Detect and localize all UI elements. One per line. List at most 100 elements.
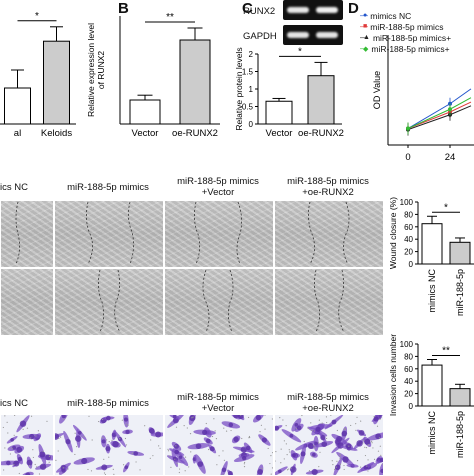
stained-cell-nucleus <box>125 429 130 434</box>
stained-cell-nucleus <box>148 428 155 434</box>
membrane-pore <box>208 448 210 451</box>
gapdh-band-1 <box>287 32 309 38</box>
membrane-pore <box>3 469 5 471</box>
membrane-pore <box>270 455 272 457</box>
chart-d: 0 24 OD Value <box>372 35 474 160</box>
y-tick-label: 20 <box>404 248 413 257</box>
membrane-pore <box>183 425 185 427</box>
series-line <box>407 88 472 129</box>
stained-cell-nucleus <box>315 426 321 432</box>
significance-label: * <box>298 46 302 57</box>
x-tick-label: oe-RUNX2 <box>298 128 344 139</box>
bar <box>129 99 161 125</box>
membrane-pore <box>261 468 263 470</box>
membrane-pore <box>13 434 15 436</box>
stained-cell-nucleus <box>237 415 244 420</box>
stained-cell-nucleus <box>13 460 20 467</box>
transwell-image-3 <box>164 414 274 476</box>
stained-cell-nucleus <box>255 415 262 421</box>
membrane-pore <box>311 456 314 458</box>
membrane-pore <box>62 467 64 469</box>
y-axis-label: Wound closure (%) <box>388 197 398 269</box>
x-tick-label: Keloids <box>41 128 72 139</box>
membrane-pore <box>188 466 190 468</box>
membrane-pore <box>280 448 282 450</box>
membrane-pore <box>243 463 245 465</box>
membrane-pore <box>37 430 39 432</box>
membrane-pore <box>331 460 333 462</box>
gapdh-blot-strip <box>283 25 343 45</box>
membrane-pore <box>48 461 50 463</box>
membrane-pore <box>55 459 57 461</box>
membrane-pore <box>348 445 350 447</box>
membrane-pore <box>307 427 309 430</box>
wound-title-2: miR-188-5p mimics <box>67 182 149 193</box>
stained-cell-nucleus <box>133 451 139 456</box>
membrane-pore <box>125 444 128 446</box>
membrane-pore <box>225 430 228 432</box>
stained-cell-nucleus <box>174 449 180 455</box>
y-tick-label: 60 <box>404 365 413 374</box>
membrane-pore <box>319 451 321 453</box>
stained-cell-nucleus <box>17 456 23 462</box>
x-tick-label: miR-188-5p <box>455 411 465 458</box>
stained-cell-nucleus <box>101 464 108 471</box>
y-tick-label: 0 <box>409 260 414 269</box>
legend-label: mimics NC <box>370 10 412 21</box>
stained-cell-nucleus <box>106 415 111 421</box>
membrane-pore <box>318 466 320 468</box>
membrane-pore <box>30 437 32 439</box>
membrane-pore <box>355 429 357 431</box>
membrane-pore <box>184 456 187 458</box>
membrane-pore <box>313 430 316 432</box>
membrane-pore <box>58 437 60 439</box>
stained-cell-nucleus <box>320 435 326 441</box>
legend-label: miR-188-5p mimics+ <box>371 43 450 54</box>
wound-edge-line <box>98 269 104 333</box>
stained-cell-nucleus <box>81 457 88 465</box>
membrane-pore <box>83 435 85 438</box>
legend-marker: — <box>360 33 368 42</box>
y-tick-label: 2 <box>249 50 254 59</box>
stained-cell-nucleus <box>331 419 337 425</box>
membrane-pore <box>367 444 369 446</box>
runx2-band-1 <box>287 7 309 13</box>
membrane-pore <box>152 455 154 457</box>
transwell-title-4: miR-188-5p mimics +oe-RUNX2 <box>287 392 369 414</box>
membrane-pore <box>271 467 273 469</box>
membrane-pore <box>122 464 125 466</box>
transwell-title-2: miR-188-5p mimics <box>67 398 149 409</box>
legend-marker-shape: ■ <box>363 23 368 30</box>
membrane-pore <box>339 453 341 456</box>
membrane-pore <box>35 435 37 437</box>
membrane-pore <box>244 461 246 464</box>
membrane-pore <box>282 419 284 421</box>
membrane-pore <box>213 418 215 420</box>
bar <box>43 40 70 125</box>
membrane-pore <box>350 424 352 427</box>
membrane-pore <box>46 420 48 422</box>
membrane-pore <box>283 440 285 442</box>
membrane-pore <box>22 428 24 430</box>
membrane-pore <box>308 470 311 472</box>
stained-cell-nucleus <box>195 443 202 450</box>
stained-cell-nucleus <box>174 443 179 449</box>
stained-cell-nucleus <box>105 446 111 452</box>
membrane-pore <box>42 450 44 453</box>
wound-edge-line <box>338 269 345 333</box>
membrane-pore <box>283 458 285 460</box>
stained-cell-nucleus <box>278 469 282 474</box>
membrane-pore <box>79 458 81 460</box>
chart-b: Vector oe-RUNX2 ** Relative expression leve… <box>86 12 220 139</box>
membrane-pore <box>48 455 51 457</box>
chart-c: 0 0.5 1 1.5 2 Vector oe-RUNX2 * Relative protein… <box>234 46 344 139</box>
membrane-pore <box>314 447 316 449</box>
blot-label-runx2: RUNX2 <box>243 6 276 17</box>
stained-cell-nucleus <box>172 415 177 419</box>
membrane-pore <box>356 460 359 462</box>
membrane-pore <box>378 437 380 439</box>
membrane-pore <box>149 457 151 459</box>
top-charts: al Keloids * Vector oe-RUNX2 ** Relative expr… <box>0 11 474 160</box>
legend-entry: — ■ miR-188-5p mimics <box>360 21 474 32</box>
membrane-pore <box>356 416 358 418</box>
